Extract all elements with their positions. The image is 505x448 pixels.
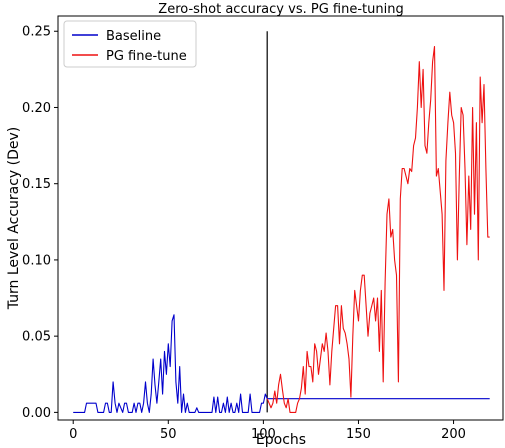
series-line-pg-fine-tune — [266, 45, 490, 413]
y-tick-label: 0.20 — [22, 101, 51, 116]
x-tick-label: 100 — [251, 427, 276, 442]
axes: 0 50 100 150 200 0.00 0.05 0.10 0.15 0.20 0.25 — [22, 25, 466, 442]
y-tick-label: 0.10 — [22, 253, 51, 268]
y-tick-label: 0.00 — [22, 406, 51, 421]
y-tick-label: 0.25 — [22, 25, 51, 40]
chart-title: Zero-shot accuracy vs. PG fine-tuning — [158, 2, 403, 17]
y-axis-label: Turn Level Accuracy (Dev) — [6, 127, 22, 311]
x-tick-label: 150 — [346, 427, 371, 442]
plot-area — [73, 31, 490, 413]
legend: Baseline PG fine-tune — [63, 20, 197, 68]
legend-label: PG fine-tune — [106, 49, 187, 64]
x-tick-label: 200 — [441, 427, 466, 442]
legend-label: Baseline — [106, 29, 161, 44]
y-tick-label: 0.05 — [22, 330, 51, 345]
y-tick-label: 0.15 — [22, 177, 51, 192]
x-axis-label: Epochs — [256, 432, 306, 448]
x-tick-label: 50 — [160, 427, 177, 442]
plot-frame — [57, 15, 504, 421]
series-line-baseline — [73, 314, 490, 413]
x-tick-label: 0 — [69, 427, 77, 442]
